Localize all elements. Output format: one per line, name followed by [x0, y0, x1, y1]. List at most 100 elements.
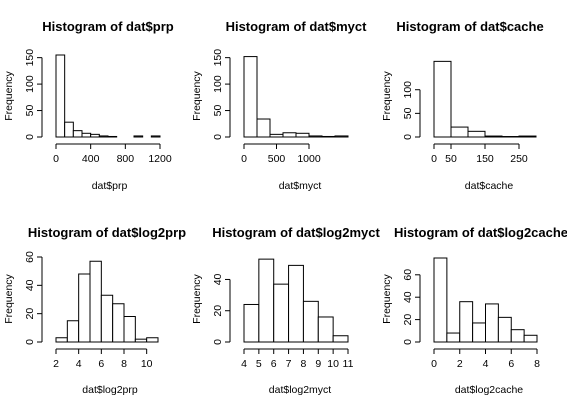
- histogram-bar: [55, 337, 68, 343]
- histogram-bar: [256, 118, 271, 138]
- y-axis-label: Frequency: [381, 70, 393, 120]
- x-tick-label: 6: [98, 358, 104, 370]
- x-tick-label: 500: [268, 153, 286, 165]
- y-tick-label: 50: [24, 105, 36, 117]
- x-axis-label: dat$log2myct: [269, 384, 332, 396]
- y-tick-label: 0: [212, 339, 224, 345]
- histogram-bar: [518, 135, 537, 138]
- y-tick-label: 50: [212, 105, 224, 117]
- histogram-panel-1: Histogram of dat$prp 0 400 800 1200 dat$prp 0 5…: [3, 19, 174, 192]
- x-axis-label: dat$myct: [279, 180, 322, 192]
- x-tick-label: 4: [483, 358, 489, 370]
- x-tick-label: 1000: [297, 153, 321, 165]
- histogram-bar: [123, 316, 136, 343]
- histogram-bar: [288, 264, 304, 343]
- y-tick-label: 60: [24, 251, 36, 263]
- histogram-panel-4: Histogram of dat$log2prp 2 4 6 8 10 dat$log2pr…: [3, 225, 186, 396]
- histogram-bar: [89, 260, 102, 343]
- y-axis-label: Frequency: [3, 70, 15, 120]
- y-tick-label: 40: [212, 273, 224, 285]
- histogram-bar: [133, 135, 144, 138]
- x-tick-label: 800: [117, 153, 135, 165]
- x-axis-label: dat$prp: [92, 180, 128, 192]
- x-tick-label: 4: [241, 358, 247, 370]
- x-tick-label: 8: [534, 358, 540, 370]
- histogram-bar: [243, 56, 258, 138]
- x-tick-label: 6: [508, 358, 514, 370]
- histogram-bar: [72, 130, 83, 138]
- y-tick-label: 150: [24, 49, 36, 67]
- x-tick-label: 250: [510, 153, 528, 165]
- histogram-panel-2: Histogram of dat$myct 0 500 1000 dat$myct 0 50…: [191, 19, 367, 192]
- y-tick-label: 0: [402, 134, 414, 140]
- y-tick-label: 150: [212, 49, 224, 67]
- y-tick-label: 50: [402, 107, 414, 119]
- histogram-bar: [64, 121, 74, 138]
- histogram-bar: [317, 316, 334, 343]
- x-tick-label: 1200: [148, 153, 172, 165]
- histogram-bar: [308, 135, 323, 138]
- histogram-bar: [446, 332, 461, 343]
- x-tick-label: 400: [82, 153, 100, 165]
- histogram-bar: [282, 132, 297, 138]
- histogram-bar: [497, 316, 512, 343]
- x-tick-label: 5: [256, 358, 262, 370]
- histogram-bar: [258, 258, 275, 343]
- histogram-bar: [146, 337, 159, 343]
- histogram-bar: [66, 320, 80, 343]
- x-tick-label: 10: [327, 358, 339, 370]
- histogram-panel-6: Histogram of dat$log2cache 0 2 4 6 8 dat$log2c…: [381, 225, 567, 396]
- histogram-bar: [107, 135, 118, 138]
- x-tick-label: 11: [343, 358, 354, 370]
- histogram-panel-5: Histogram of dat$log2myct 4 5 6 7 8 9 10 11 dat$l…: [191, 225, 380, 396]
- x-tick-label: 0: [53, 153, 59, 165]
- x-tick-label: 0: [431, 153, 437, 165]
- y-tick-label: 0: [24, 134, 36, 140]
- x-tick-label: 4: [76, 358, 82, 370]
- y-axis-label: Frequency: [381, 273, 393, 323]
- x-tick-label: 2: [53, 358, 59, 370]
- y-tick-label: 40: [402, 291, 414, 303]
- chart-title: Histogram of dat$log2cache: [394, 225, 567, 240]
- histogram-bar: [55, 54, 66, 138]
- histogram-bar: [485, 303, 499, 343]
- y-tick-label: 0: [212, 134, 224, 140]
- y-axis-label: Frequency: [191, 273, 203, 323]
- chart-title: Histogram of dat$prp: [42, 19, 174, 34]
- histogram-bar: [472, 322, 486, 343]
- histogram-bar: [450, 126, 469, 138]
- x-tick-label: 7: [286, 358, 292, 370]
- y-axis-label: Frequency: [191, 70, 203, 120]
- x-tick-label: 2: [457, 358, 463, 370]
- histogram-panel-3: Histogram of dat$cache 0 50 150 250 dat$cache…: [381, 19, 544, 192]
- y-tick-label: 20: [212, 305, 224, 317]
- y-tick-label: 0: [24, 339, 36, 345]
- x-axis-label: dat$log2prp: [82, 384, 138, 396]
- histogram-bar: [134, 338, 148, 343]
- histogram-bar: [81, 132, 92, 138]
- x-axis-label: dat$cache: [465, 180, 514, 192]
- histogram-bar: [90, 133, 100, 138]
- x-tick-label: 0: [431, 358, 437, 370]
- x-tick-label: 150: [476, 153, 494, 165]
- x-tick-label: 10: [141, 358, 153, 370]
- histogram-bar: [295, 132, 310, 138]
- histogram-bar: [78, 273, 91, 343]
- histogram-bar: [484, 135, 503, 138]
- histogram-bar: [98, 135, 109, 138]
- chart-title: Histogram of dat$cache: [396, 19, 543, 34]
- x-tick-label: 6: [271, 358, 277, 370]
- y-tick-label: 20: [24, 308, 36, 320]
- histogram-bar: [510, 329, 525, 343]
- x-tick-label: 0: [241, 153, 247, 165]
- y-tick-label: 100: [212, 75, 224, 93]
- histogram-bar: [150, 135, 161, 138]
- histogram-bar: [112, 303, 125, 343]
- x-tick-label: 9: [315, 358, 321, 370]
- histogram-bar: [459, 301, 474, 343]
- chart-title: Histogram of dat$log2prp: [28, 225, 186, 240]
- histogram-bar: [302, 300, 319, 343]
- chart-title: Histogram of dat$myct: [226, 19, 368, 34]
- y-tick-label: 100: [402, 81, 414, 99]
